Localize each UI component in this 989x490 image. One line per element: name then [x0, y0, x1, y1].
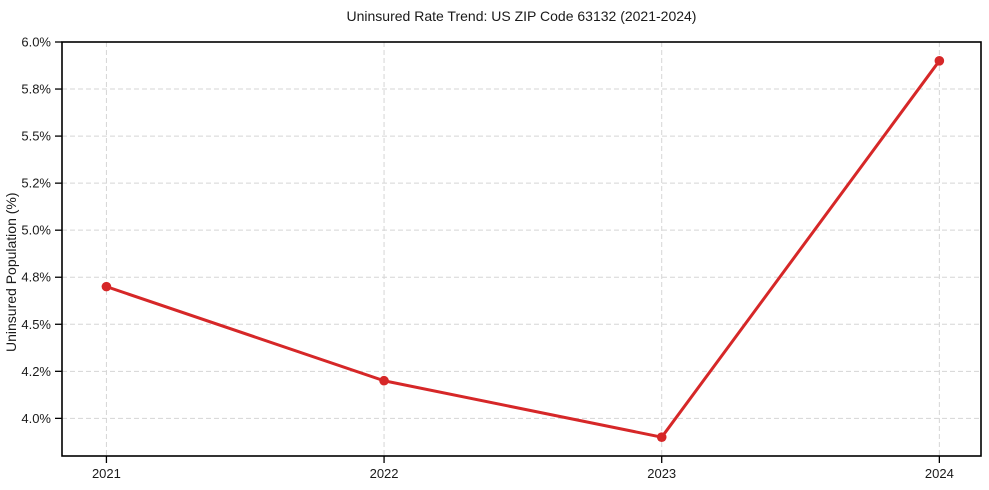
y-tick-label: 5.8%: [21, 82, 51, 97]
trend-line: [104, 59, 941, 439]
y-tick-label: 5.5%: [21, 129, 51, 144]
y-tick-label: 4.5%: [21, 317, 51, 332]
y-tick-label: 4.2%: [21, 364, 51, 379]
x-tick-label: 2024: [925, 466, 954, 481]
y-tick-label: 5.0%: [21, 223, 51, 238]
y-tick-label: 4.8%: [21, 270, 51, 285]
data-point-marker: [934, 56, 945, 66]
chart-title: Uninsured Rate Trend: US ZIP Code 63132 …: [346, 8, 697, 24]
data-point-marker: [101, 281, 112, 292]
data-point-marker: [379, 375, 389, 386]
x-tick-label: 2022: [370, 466, 399, 481]
x-tick-label: 2023: [647, 466, 676, 481]
data-point-marker: [656, 432, 667, 442]
x-tick-label: 2021: [92, 466, 121, 481]
y-tick-label: 4.0%: [21, 411, 51, 426]
y-tick-label: 6.0%: [21, 35, 51, 50]
y-tick-label: 5.2%: [21, 176, 51, 191]
plot-border: [61, 41, 982, 457]
